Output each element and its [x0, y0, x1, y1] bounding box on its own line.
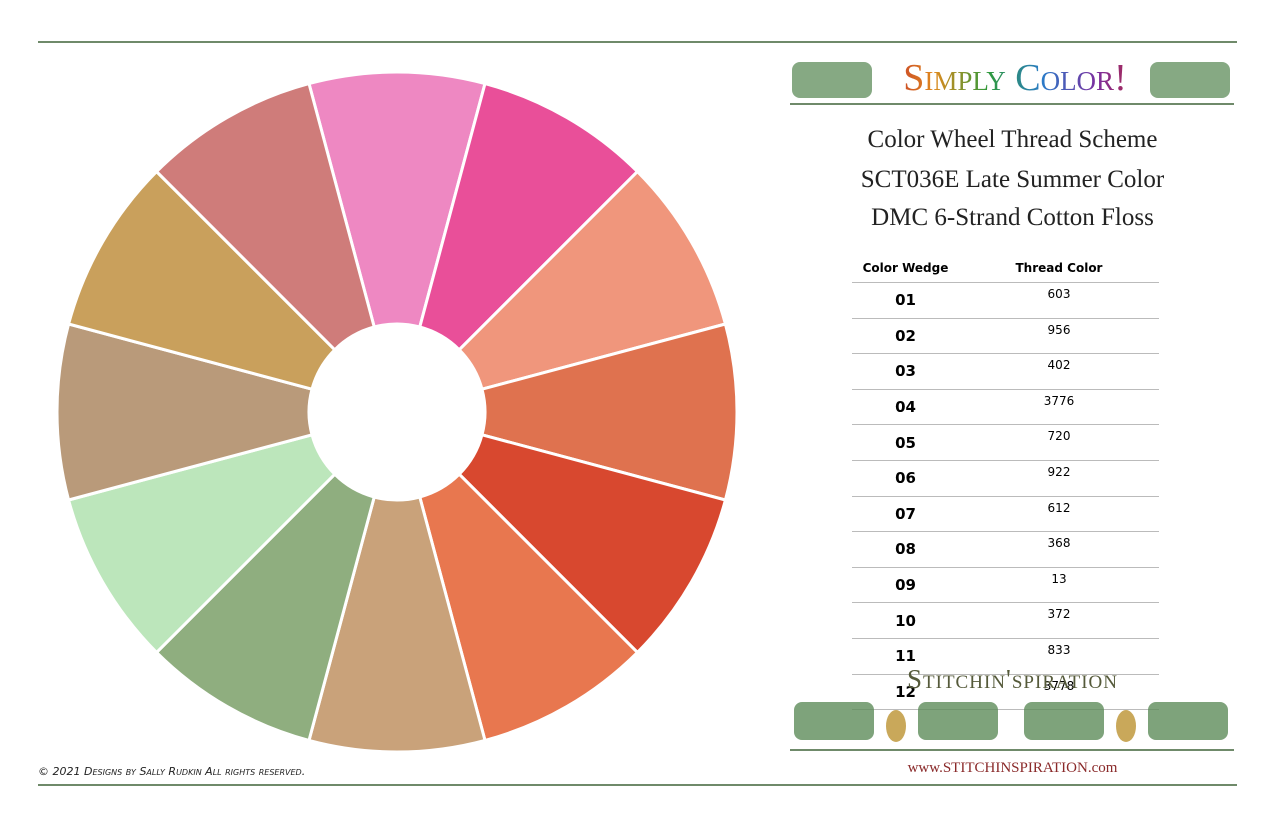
table-row: 08 368 — [852, 531, 1159, 568]
wedge-number: 05 — [852, 424, 959, 461]
wedge-number: 10 — [852, 602, 959, 639]
thread-color: 833 — [959, 638, 1159, 675]
wheel-wedge — [480, 322, 739, 502]
wedge-number: 11 — [852, 638, 959, 675]
thread-table: Color Wedge Thread Color 01 603 02 956 03 402… — [852, 254, 1159, 711]
table-row: 09 13 — [852, 567, 1159, 604]
table-row: 05 720 — [852, 424, 1159, 461]
thread-color: 603 — [959, 282, 1159, 319]
table-row: 01 603 — [852, 282, 1159, 319]
footer-brand: Stitchin'spiration — [907, 664, 1118, 694]
wheel-wedge — [307, 495, 487, 754]
wheel-wedge — [417, 472, 640, 743]
thread-color: 922 — [959, 460, 1159, 497]
title-line: SCT036E Late Summer Color — [860, 166, 1165, 193]
brand-title: Simply Color! — [880, 56, 1150, 100]
column-header: Thread Color — [959, 254, 1159, 283]
table-row: 04 3776 — [852, 389, 1159, 426]
wheel-wedge — [154, 81, 377, 352]
wheel-wedge — [66, 432, 337, 655]
wedge-number: 06 — [852, 460, 959, 497]
wedge-number: 08 — [852, 531, 959, 568]
title-line: DMC 6-Strand Cotton Floss — [871, 204, 1154, 231]
table-row: 02 956 — [852, 318, 1159, 355]
wedge-number: 04 — [852, 389, 959, 426]
wheel-wedge — [307, 70, 487, 329]
thread-color: 372 — [959, 602, 1159, 639]
wedge-number: 07 — [852, 496, 959, 533]
wheel-wedge — [417, 81, 640, 352]
wheel-wedge — [457, 432, 728, 655]
wedge-number: 01 — [852, 282, 959, 319]
table-row: 11 833 — [852, 638, 1159, 675]
color-wheel — [55, 70, 739, 754]
wheel-wedge — [457, 169, 728, 392]
thread-color: 3776 — [959, 389, 1159, 426]
top-rule — [38, 41, 1237, 43]
wheel-wedge — [66, 169, 337, 392]
wedge-number: 09 — [852, 567, 959, 604]
thread-color: 13 — [959, 567, 1159, 604]
thread-color: 612 — [959, 496, 1159, 533]
thread-color: 956 — [959, 318, 1159, 355]
thread-color: 402 — [959, 353, 1159, 390]
table-row: 06 922 — [852, 460, 1159, 497]
table-row: 10 372 — [852, 602, 1159, 639]
table-row: 03 402 — [852, 353, 1159, 390]
wheel-wedge — [154, 472, 377, 743]
column-header: Color Wedge — [852, 254, 959, 283]
header-ornament — [790, 62, 1234, 105]
bottom-rule — [38, 784, 1237, 786]
table-row: 07 612 — [852, 496, 1159, 533]
thread-color: 368 — [959, 531, 1159, 568]
wedge-number: 02 — [852, 318, 959, 355]
copyright: © 2021 Designs by Sally Rudkin All right… — [38, 765, 306, 778]
wedge-number: 03 — [852, 353, 959, 390]
website-url: www.STITCHINSPIRATION.com — [907, 760, 1118, 776]
footer-ornament — [790, 702, 1234, 751]
title-line: Color Wheel Thread Scheme — [867, 126, 1158, 153]
wheel-wedge — [55, 322, 314, 502]
thread-color: 720 — [959, 424, 1159, 461]
